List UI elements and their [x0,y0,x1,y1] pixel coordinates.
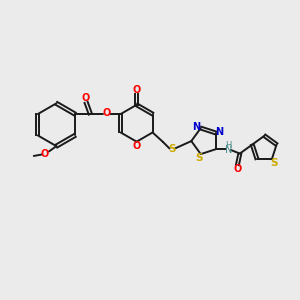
Text: S: S [196,153,203,163]
Text: S: S [169,144,176,154]
Text: O: O [82,93,90,103]
Text: O: O [233,164,242,174]
Text: N: N [193,122,201,133]
Text: O: O [103,108,111,118]
Text: H: H [225,141,232,150]
Text: N: N [216,128,224,137]
Text: N: N [225,145,232,155]
Text: O: O [41,149,49,160]
Text: S: S [271,158,278,168]
Text: O: O [133,141,141,151]
Text: O: O [133,85,141,95]
